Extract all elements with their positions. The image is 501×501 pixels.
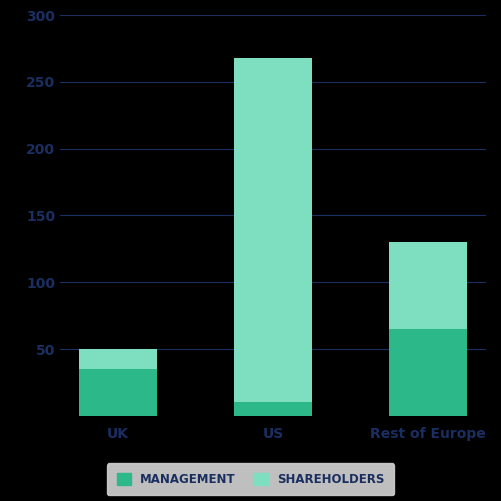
Legend: MANAGEMENT, SHAREHOLDERS: MANAGEMENT, SHAREHOLDERS	[107, 463, 394, 495]
Bar	[389, 242, 466, 329]
Bar	[234, 58, 312, 402]
Bar	[234, 402, 312, 416]
Bar	[389, 329, 466, 416]
Bar	[80, 349, 157, 369]
Bar	[80, 369, 157, 416]
